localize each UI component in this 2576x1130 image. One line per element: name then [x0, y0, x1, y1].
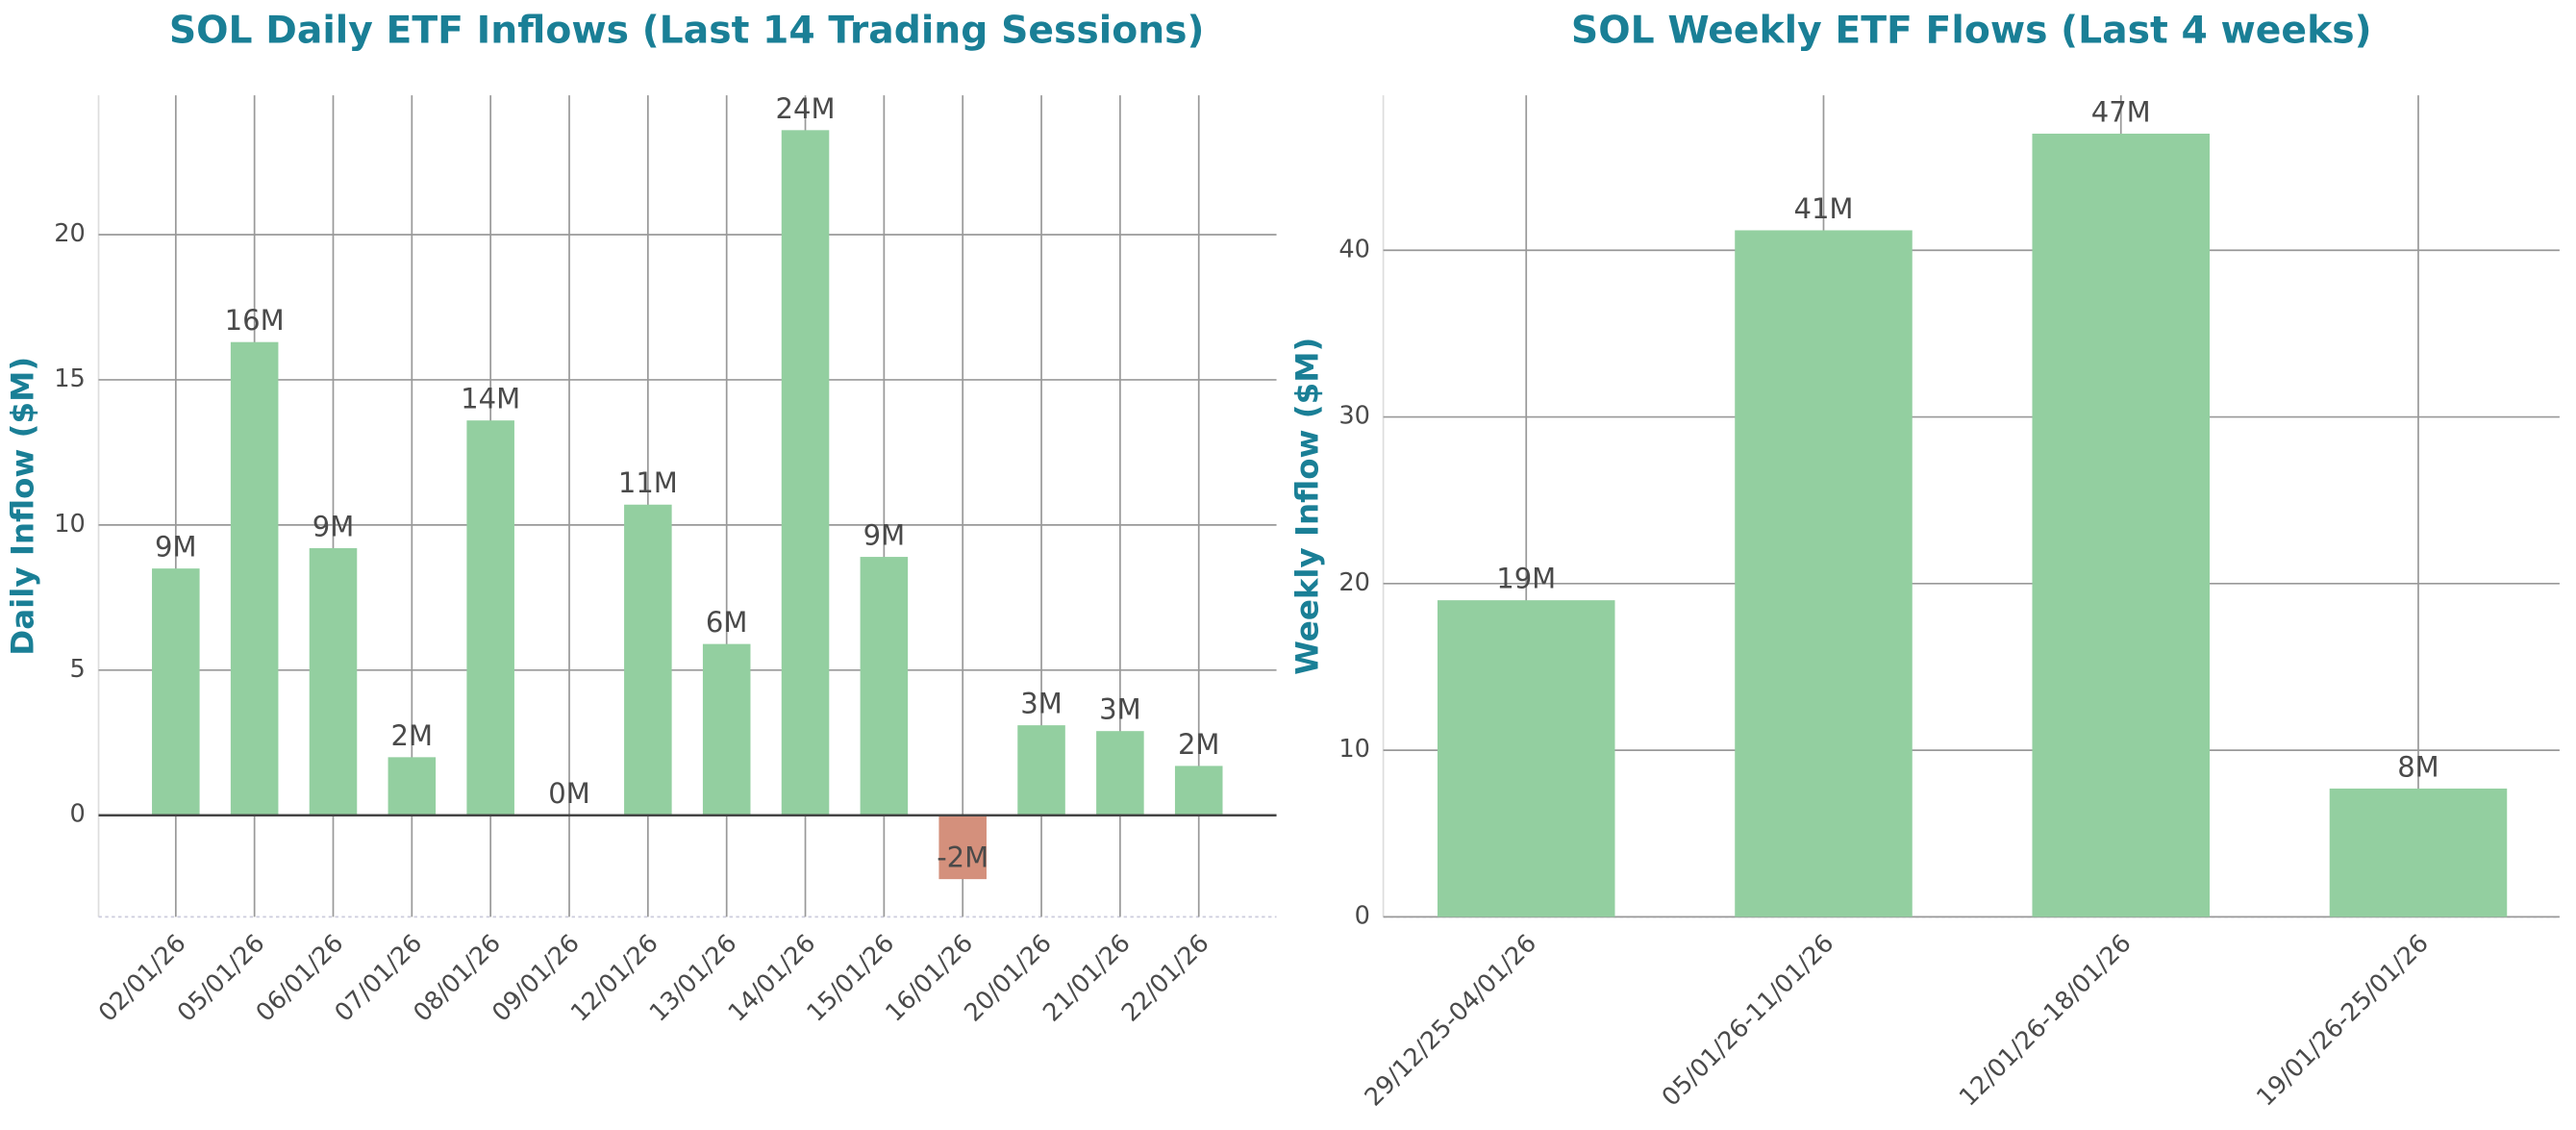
chart-title: SOL Daily ETF Inflows (Last 14 Trading S… [169, 10, 1205, 53]
y-axis-label: Weekly Inflow ($M) [1289, 338, 1326, 675]
bar [1096, 731, 1144, 816]
y-tick-label: 10 [54, 510, 86, 539]
bar [1017, 725, 1065, 816]
bar [388, 757, 437, 816]
y-tick-label: 10 [1338, 735, 1370, 764]
bar [624, 504, 672, 816]
value-label: 16M [225, 304, 285, 337]
y-tick-label: 20 [1338, 568, 1370, 597]
x-tick-label: 12/01/26-18/01/26 [1954, 929, 2137, 1112]
bar [2032, 133, 2210, 917]
value-label: 6M [706, 606, 748, 639]
bar [781, 130, 830, 816]
value-label: 9M [155, 531, 197, 564]
bar [309, 548, 358, 816]
bar [1735, 230, 1913, 917]
y-tick-label: 40 [1338, 235, 1370, 264]
value-label: 41M [1793, 192, 1853, 225]
value-label: 14M [461, 383, 520, 415]
y-tick-label: 30 [1338, 402, 1370, 431]
value-label: 19M [1496, 563, 1556, 595]
chart-title: SOL Weekly ETF Flows (Last 4 weeks) [1571, 10, 2372, 53]
value-label: 3M [1099, 693, 1141, 726]
bar [466, 420, 514, 816]
value-label: 9M [863, 519, 906, 552]
y-axis-label: Daily Inflow ($M) [5, 357, 41, 656]
value-label: -2M [937, 841, 988, 874]
bar [230, 341, 279, 816]
x-tick-label: 05/01/26-11/01/26 [1657, 929, 1839, 1112]
x-tick-label: 29/12/25-04/01/26 [1360, 929, 1542, 1112]
x-tick-label: 19/01/26-25/01/26 [2251, 929, 2434, 1112]
y-tick-label: 0 [70, 800, 86, 829]
value-label: 3M [1020, 688, 1063, 720]
bar [860, 557, 909, 816]
value-label: 2M [1178, 728, 1220, 761]
value-label: 9M [313, 511, 355, 543]
y-tick-label: 15 [54, 364, 86, 393]
bar [1437, 600, 1615, 917]
bar [152, 568, 200, 816]
value-label: 2M [391, 719, 434, 752]
value-label: 11M [618, 466, 678, 499]
y-tick-label: 5 [70, 655, 86, 684]
value-label: 0M [548, 777, 590, 810]
y-tick-label: 20 [54, 219, 86, 248]
bar [702, 643, 751, 816]
bar [938, 815, 987, 880]
value-label: 24M [776, 92, 836, 125]
value-label: 47M [2091, 95, 2151, 128]
bar [1174, 766, 1223, 816]
bar [2329, 788, 2508, 917]
y-tick-label: 0 [1355, 901, 1370, 930]
value-label: 8M [2397, 750, 2439, 783]
